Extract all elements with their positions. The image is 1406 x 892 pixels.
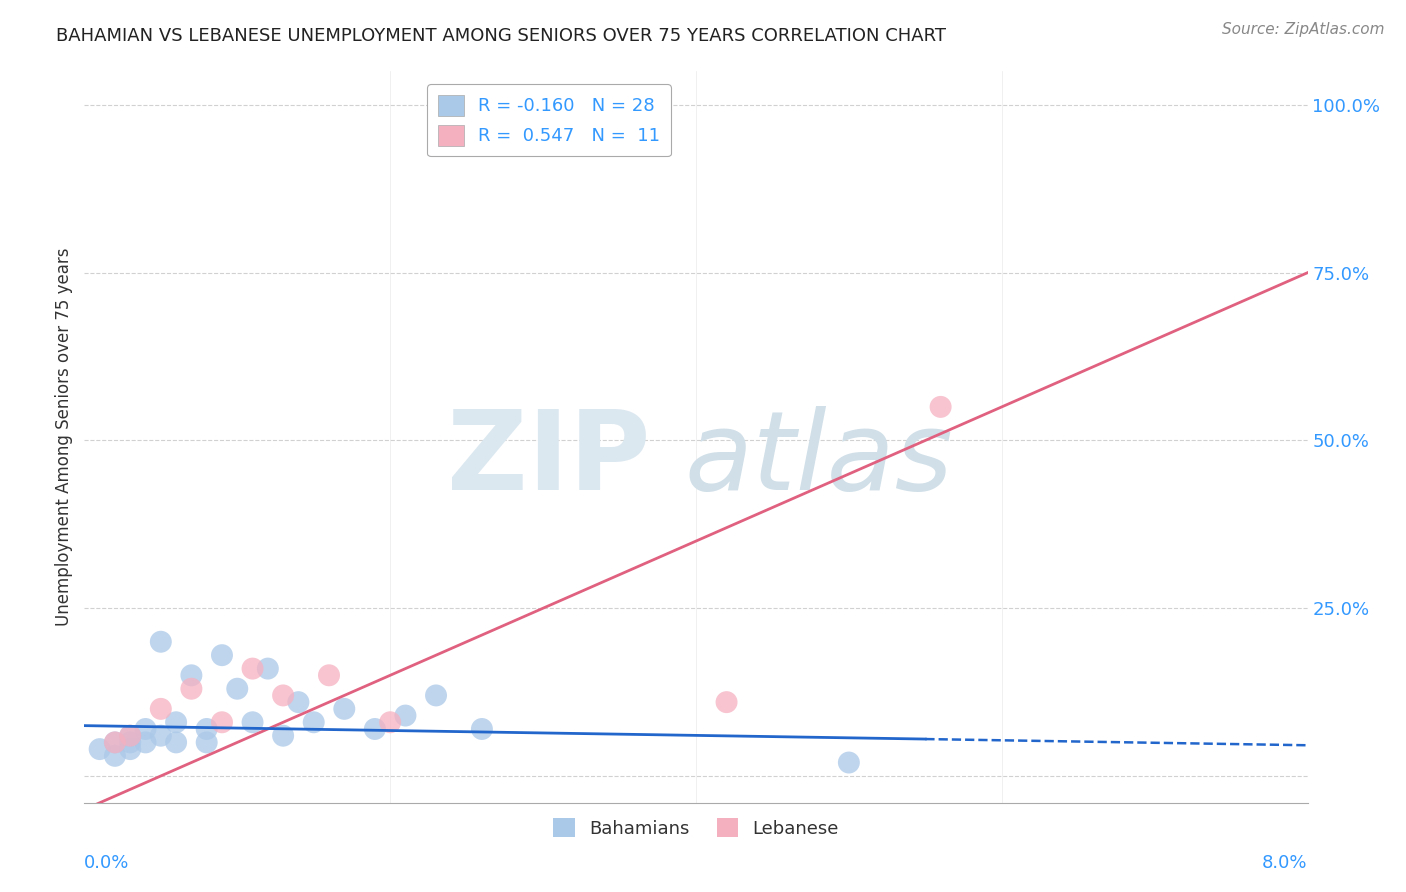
Point — [104, 735, 127, 749]
Point — [394, 708, 416, 723]
Point — [149, 702, 172, 716]
Point — [165, 735, 187, 749]
Point — [287, 695, 309, 709]
Point — [180, 681, 202, 696]
Point — [135, 735, 157, 749]
Point — [120, 729, 142, 743]
Point — [165, 715, 187, 730]
Point — [271, 729, 294, 743]
Point — [89, 742, 111, 756]
Point — [211, 715, 233, 730]
Point — [838, 756, 860, 770]
Point — [120, 729, 142, 743]
Point — [135, 722, 157, 736]
Point — [104, 735, 127, 749]
Point — [318, 668, 340, 682]
Point — [242, 715, 264, 730]
Point — [195, 735, 218, 749]
Point — [120, 735, 142, 749]
Text: ZIP: ZIP — [447, 406, 651, 513]
Point — [380, 715, 402, 730]
Point — [425, 689, 447, 703]
Point — [180, 668, 202, 682]
Point — [302, 715, 325, 730]
Point — [257, 662, 280, 676]
Point — [333, 702, 356, 716]
Point — [929, 400, 952, 414]
Text: Source: ZipAtlas.com: Source: ZipAtlas.com — [1222, 22, 1385, 37]
Text: atlas: atlas — [683, 406, 953, 513]
Point — [226, 681, 249, 696]
Point — [211, 648, 233, 662]
Point — [716, 695, 738, 709]
Point — [149, 729, 172, 743]
Text: BAHAMIAN VS LEBANESE UNEMPLOYMENT AMONG SENIORS OVER 75 YEARS CORRELATION CHART: BAHAMIAN VS LEBANESE UNEMPLOYMENT AMONG … — [56, 27, 946, 45]
Y-axis label: Unemployment Among Seniors over 75 years: Unemployment Among Seniors over 75 years — [55, 248, 73, 626]
Point — [364, 722, 387, 736]
Text: 0.0%: 0.0% — [84, 854, 129, 872]
Point — [471, 722, 494, 736]
Point — [195, 722, 218, 736]
Legend: Bahamians, Lebanese: Bahamians, Lebanese — [546, 811, 846, 845]
Point — [271, 689, 294, 703]
Point — [120, 742, 142, 756]
Text: 8.0%: 8.0% — [1263, 854, 1308, 872]
Point — [242, 662, 264, 676]
Point — [104, 748, 127, 763]
Point — [149, 634, 172, 648]
